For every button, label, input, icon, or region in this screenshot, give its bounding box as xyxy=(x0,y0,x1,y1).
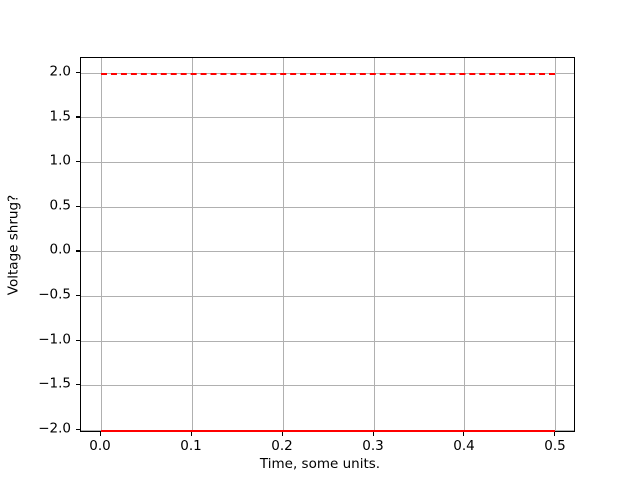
ytick-label-8: 2.0 xyxy=(49,63,71,80)
gridline-y-neg1.5 xyxy=(81,385,574,387)
xtick-mark-3 xyxy=(372,432,374,436)
ytick-label-0: −2.0 xyxy=(38,420,71,437)
xtick-label-3: 0.3 xyxy=(362,438,384,454)
gridline-y-0.5 xyxy=(81,206,574,208)
xtick-label-4: 0.4 xyxy=(453,438,475,454)
gridline-x-0.4 xyxy=(464,58,466,431)
gridline-y-neg1.0 xyxy=(81,340,574,342)
xtick-mark-1 xyxy=(190,432,192,436)
y-axis-label: Voltage shrug? xyxy=(5,194,22,296)
xtick-label-0: 0.0 xyxy=(89,438,111,454)
gridline-y-1.0 xyxy=(81,162,574,164)
y-axis-label-container: Voltage shrug? xyxy=(0,0,28,480)
gridline-y-1.5 xyxy=(81,117,574,119)
plot-axes-area xyxy=(80,57,575,433)
ytick-label-1: −1.5 xyxy=(38,375,71,392)
ytick-label-7: 1.5 xyxy=(49,108,71,125)
xtick-mark-5 xyxy=(554,432,556,436)
gridline-x-0.2 xyxy=(282,58,284,431)
ytick-mark-4 xyxy=(76,250,80,252)
xtick-mark-0 xyxy=(99,432,101,436)
ytick-label-6: 1.0 xyxy=(49,152,71,169)
xtick-label-2: 0.2 xyxy=(271,438,293,454)
x-axis-label: Time, some units. xyxy=(259,456,381,472)
gridline-x-0.5 xyxy=(555,58,557,431)
ytick-mark-7 xyxy=(76,116,80,118)
gridline-x-0.3 xyxy=(373,58,375,431)
xtick-label-1: 0.1 xyxy=(180,438,202,454)
ytick-label-2: −1.0 xyxy=(38,331,71,348)
xtick-label-5: 0.5 xyxy=(544,438,566,454)
ytick-mark-2 xyxy=(76,339,80,341)
ytick-mark-1 xyxy=(76,384,80,386)
ytick-mark-0 xyxy=(76,429,80,431)
xtick-mark-4 xyxy=(463,432,465,436)
ytick-label-3: −0.5 xyxy=(38,286,71,303)
ytick-mark-6 xyxy=(76,161,80,163)
ytick-label-5: 0.5 xyxy=(49,197,71,214)
ytick-mark-8 xyxy=(76,71,80,73)
gridline-y-0.0 xyxy=(81,251,574,253)
data-line-lower-level xyxy=(100,430,556,433)
ytick-mark-3 xyxy=(76,295,80,297)
gridline-x-0.0 xyxy=(100,58,102,431)
ytick-mark-5 xyxy=(76,205,80,207)
ytick-label-4: 0.0 xyxy=(49,241,71,258)
gridline-y-neg0.5 xyxy=(81,296,574,298)
gridline-x-0.1 xyxy=(191,58,193,431)
data-line-upper-level xyxy=(100,72,556,75)
xtick-mark-2 xyxy=(281,432,283,436)
